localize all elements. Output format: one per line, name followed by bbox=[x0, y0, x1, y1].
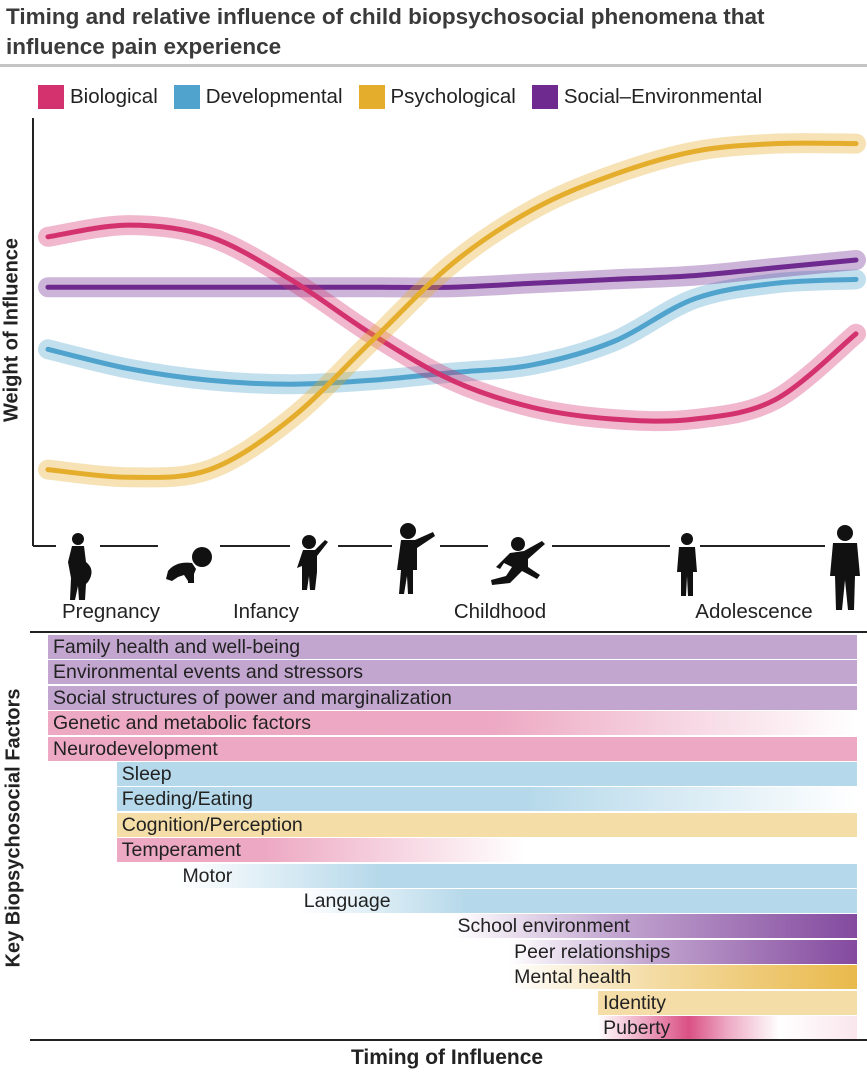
legend-label-developmental: Developmental bbox=[205, 85, 343, 108]
factor-bar-genetic-and-metabolic-factors: Genetic and metabolic factors bbox=[48, 711, 857, 736]
stage-label-childhood: Childhood bbox=[453, 600, 547, 623]
section-divider bbox=[30, 631, 867, 633]
stage-label-pregnancy: Pregnancy bbox=[61, 600, 161, 623]
legend-swatch-biological bbox=[38, 85, 64, 109]
series-layer bbox=[38, 133, 866, 488]
jumping-child-icon bbox=[491, 537, 545, 585]
factor-bar-feeding-eating: Feeding/Eating bbox=[116, 787, 857, 812]
stage-label-infancy: Infancy bbox=[232, 600, 300, 623]
pregnant-woman-icon bbox=[68, 533, 92, 600]
x-axis-label: Timing of Influence bbox=[350, 1046, 544, 1069]
legend-swatch-psychological bbox=[358, 85, 385, 109]
series-line-social bbox=[45, 257, 859, 290]
factor-bar-motor: Motor bbox=[177, 863, 857, 888]
preteen-icon bbox=[677, 533, 697, 596]
factor-bar-social-structures-of-power-and-marginalization: Social structures of power and marginali… bbox=[48, 685, 857, 710]
crawling-baby-icon bbox=[166, 547, 212, 583]
factor-bar-identity: Identity bbox=[598, 990, 857, 1015]
series-line-psychological bbox=[45, 140, 859, 480]
chart-legend: Biological Developmental Psychological S… bbox=[38, 82, 762, 112]
title-divider bbox=[0, 64, 867, 67]
factor-bar-language: Language bbox=[298, 889, 857, 913]
teenager-icon bbox=[830, 525, 860, 610]
stage-label-adolescence: Adolescence bbox=[695, 600, 813, 623]
series-line-developmental bbox=[45, 276, 859, 387]
factor-bar-sleep: Sleep bbox=[116, 762, 857, 786]
legend-item-developmental: Developmental bbox=[173, 85, 343, 109]
factor-bar-mental-health: Mental health bbox=[509, 965, 857, 990]
child-pointing-icon bbox=[397, 523, 435, 594]
factor-bar-puberty: Puberty bbox=[598, 1016, 857, 1040]
factors-x-axis-line bbox=[30, 1039, 867, 1041]
factor-bar-family-health-and-well-being: Family health and well-being bbox=[48, 635, 857, 659]
toddler-icon bbox=[297, 535, 328, 590]
legend-item-social: Social–Environmental bbox=[531, 85, 763, 109]
series-line-biological bbox=[45, 222, 859, 424]
legend-swatch-social bbox=[531, 85, 558, 109]
legend-label-psychological: Psychological bbox=[390, 85, 516, 108]
influence-chart bbox=[32, 118, 866, 547]
legend-item-biological: Biological bbox=[38, 85, 158, 109]
legend-item-psychological: Psychological bbox=[358, 85, 516, 109]
factors-y-axis-label: Key Biopsychosocial Factors bbox=[2, 688, 25, 968]
factor-bar-school-environment: School environment bbox=[452, 914, 857, 939]
legend-swatch-developmental bbox=[173, 85, 200, 109]
factor-bar-peer-relationships: Peer relationships bbox=[509, 939, 857, 964]
factor-bar-environmental-events-and-stressors: Environmental events and stressors bbox=[48, 660, 857, 685]
factor-bar-temperament: Temperament bbox=[116, 838, 857, 863]
factor-bar-cognition-perception: Cognition/Perception bbox=[116, 812, 857, 837]
figure-title: Timing and relative influence of child b… bbox=[6, 4, 765, 59]
legend-label-biological: Biological bbox=[70, 85, 158, 108]
legend-label-social: Social–Environmental bbox=[563, 85, 763, 108]
factor-bar-neurodevelopment: Neurodevelopment bbox=[48, 736, 857, 761]
